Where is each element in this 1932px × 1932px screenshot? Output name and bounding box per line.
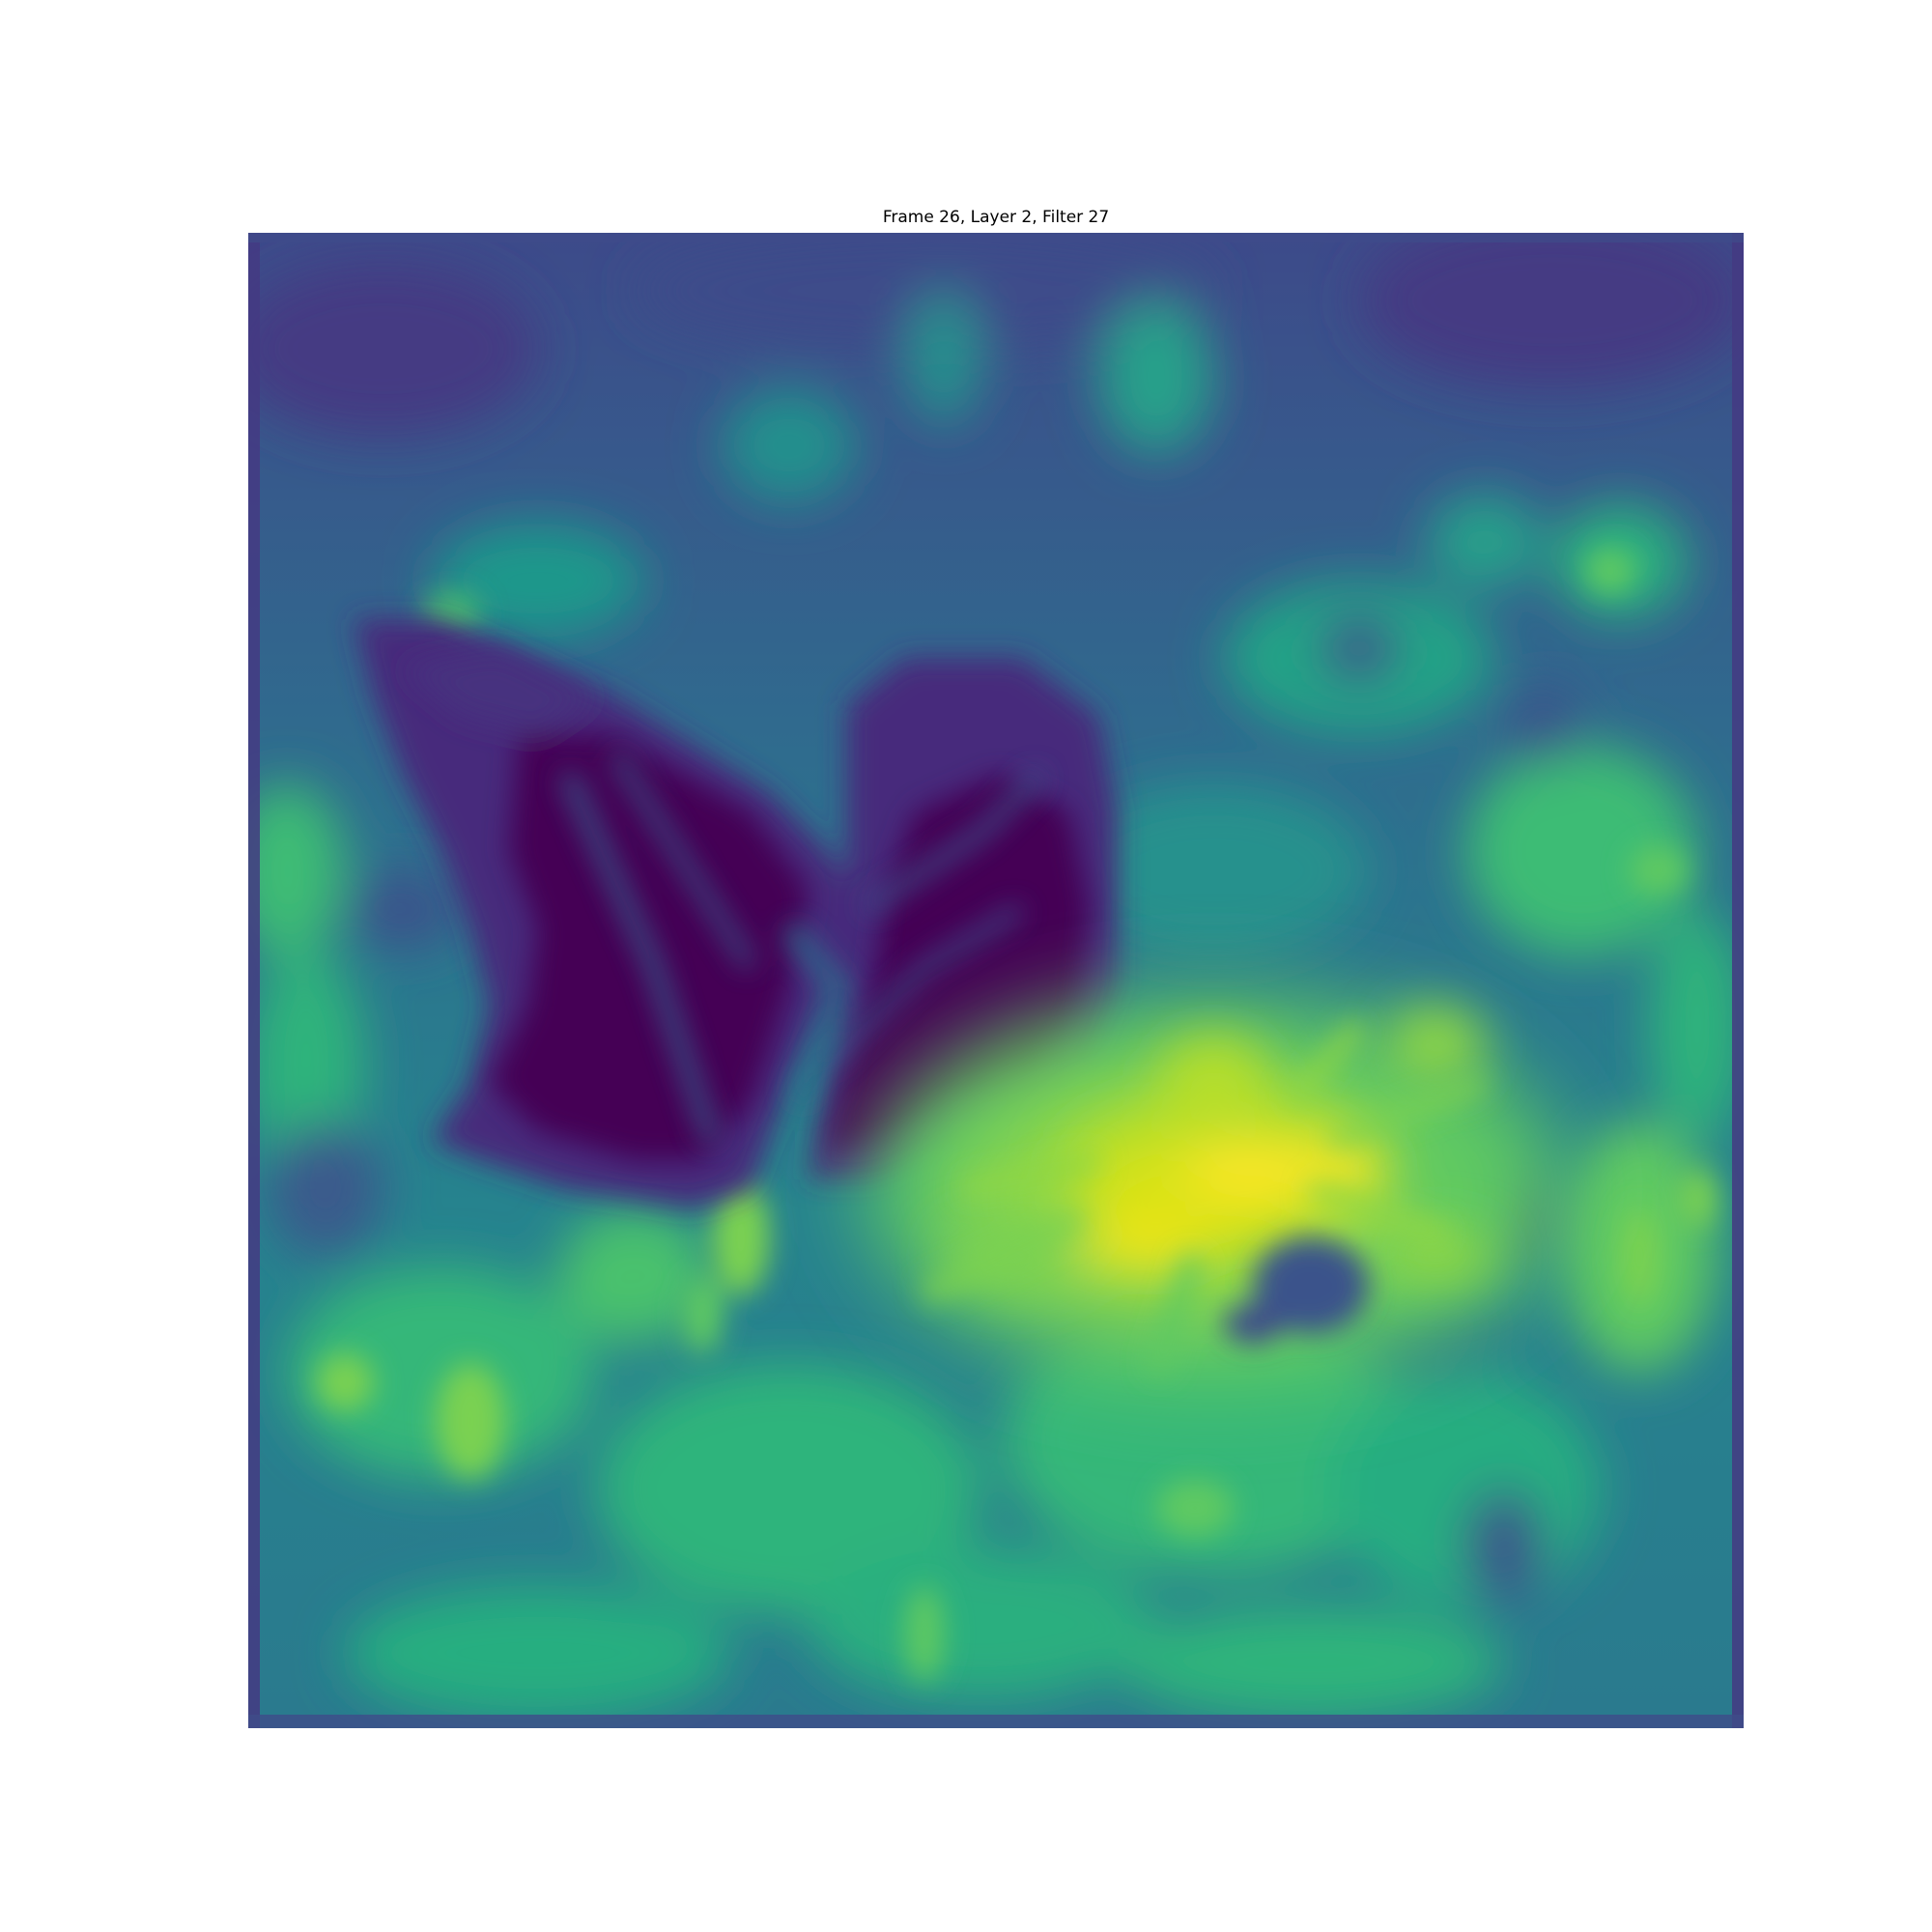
background-speckles: [316, 548, 1715, 1682]
figure-title: Frame 26, Layer 2, Filter 27: [882, 208, 1110, 227]
butterfly-wing-veins: [558, 751, 1046, 1144]
flower-petals: [920, 1019, 1488, 1377]
activation-heatmap: [248, 233, 1744, 1728]
